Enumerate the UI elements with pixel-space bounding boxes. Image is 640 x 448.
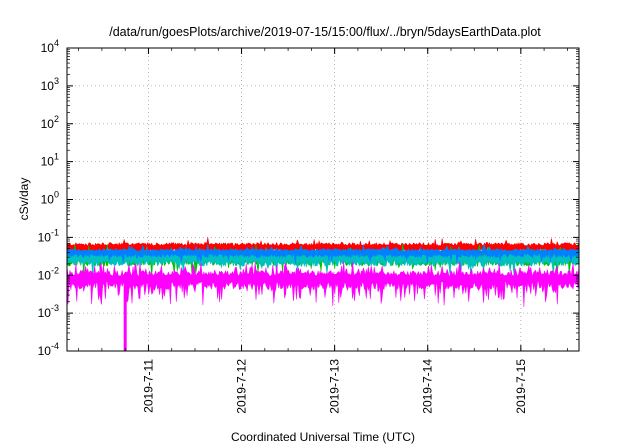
series-band <box>67 244 579 265</box>
y-tick-label-base: 10 <box>41 79 55 93</box>
y-tick-label: 10-4 <box>38 341 59 358</box>
y-tick-label-base: 10 <box>38 306 52 320</box>
y-tick-label: 104 <box>41 38 59 55</box>
data-series <box>67 237 579 351</box>
y-tick-label: 103 <box>41 76 59 93</box>
y-tick-label-exp: 1 <box>54 152 59 162</box>
y-tick-label: 101 <box>41 152 59 169</box>
y-tick-label-base: 10 <box>41 41 55 55</box>
y-tick-label-exp: 0 <box>54 190 59 200</box>
y-tick-label-exp: 3 <box>54 76 59 86</box>
chart-title: /data/run/goesPlots/archive/2019-07-15/1… <box>109 25 541 39</box>
grid-lines <box>67 48 579 351</box>
axis-ticks <box>67 47 579 352</box>
y-tick-label-base: 10 <box>38 344 52 358</box>
y-tick-label-exp: -1 <box>51 227 59 237</box>
series-band <box>67 260 579 307</box>
y-tick-label: 10-3 <box>38 303 59 320</box>
y-tick-label-exp: -2 <box>51 265 59 275</box>
x-axis-label: Coordinated Universal Time (UTC) <box>231 430 415 444</box>
x-tick-label: 2019-7-15 <box>514 359 528 414</box>
x-tick-label: 2019-7-13 <box>328 359 342 414</box>
y-tick-label-exp: 2 <box>54 114 59 124</box>
y-tick-label-base: 10 <box>38 268 52 282</box>
y-tick-label-exp: -4 <box>51 341 59 351</box>
y-tick-label-exp: -3 <box>51 303 59 313</box>
y-axis-label: cSv/day <box>17 178 31 221</box>
x-tick-label: 2019-7-14 <box>421 359 435 414</box>
series-dropout <box>123 278 127 351</box>
y-tick-label-base: 10 <box>41 193 55 207</box>
y-tick-label-base: 10 <box>38 230 52 244</box>
y-tick-label: 102 <box>41 114 59 131</box>
y-tick-label: 100 <box>41 190 59 207</box>
y-tick-label-base: 10 <box>41 117 55 131</box>
y-tick-label: 10-2 <box>38 265 59 282</box>
y-tick-label: 10-1 <box>38 227 59 244</box>
y-tick-label-exp: 4 <box>54 38 59 48</box>
x-tick-label: 2019-7-11 <box>141 359 155 413</box>
x-tick-label: 2019-7-12 <box>235 359 249 414</box>
y-tick-label-base: 10 <box>41 155 55 169</box>
